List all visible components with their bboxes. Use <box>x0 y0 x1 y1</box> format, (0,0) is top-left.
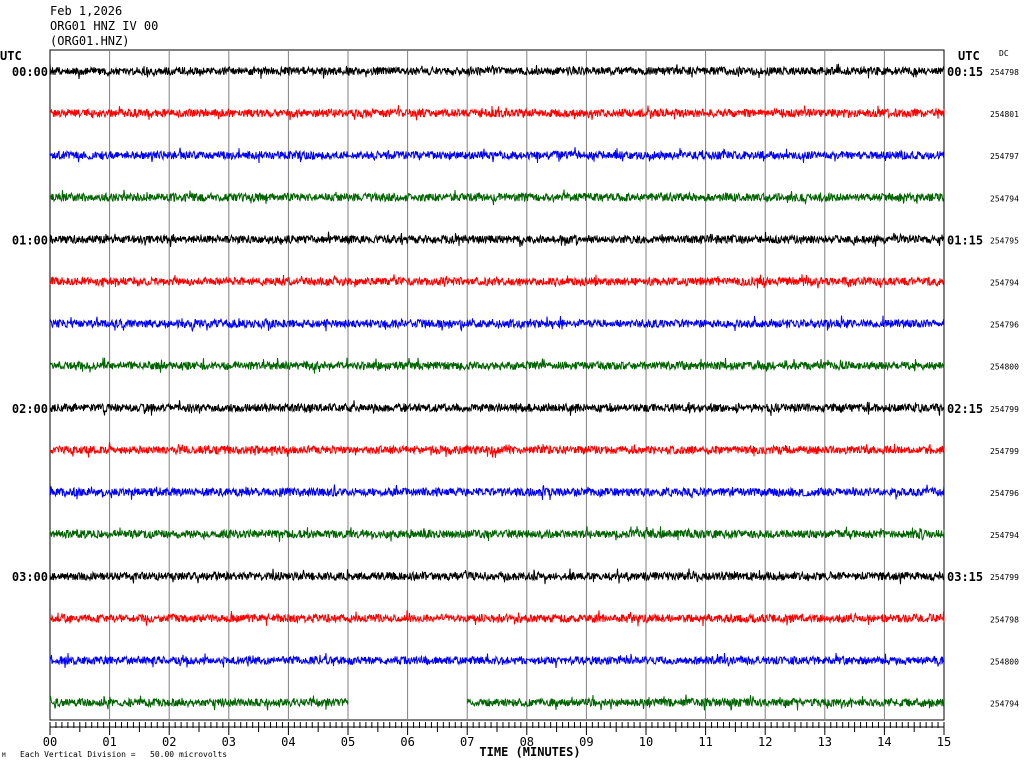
x-tick-label: 08 <box>520 735 534 749</box>
x-axis-label: TIME (MINUTES) <box>479 745 580 759</box>
trace-end-time-label: 01:15 <box>947 233 983 247</box>
trace-line-11 <box>49 526 945 542</box>
trace-line-14 <box>49 652 945 669</box>
channel-title: (ORG01.HNZ) <box>50 34 130 48</box>
x-tick-label: 06 <box>400 735 414 749</box>
plot-date: Feb 1,2026 <box>50 4 123 18</box>
trace-dc-value: 254798 <box>990 615 1019 624</box>
trace-line-15 <box>49 694 945 711</box>
trace-line-12 <box>49 568 945 585</box>
x-tick-label: 11 <box>698 735 712 749</box>
trace-line-9 <box>49 441 945 458</box>
x-tick-label: 05 <box>341 735 355 749</box>
x-tick-label: 12 <box>758 735 772 749</box>
trace-dc-value: 254800 <box>990 657 1019 666</box>
trace-line-4 <box>49 231 945 248</box>
utc-label-right: UTC <box>958 49 980 63</box>
trace-dc-value: 254799 <box>990 447 1019 456</box>
trace-line-0 <box>49 63 945 80</box>
trace-dc-value: 254800 <box>990 363 1019 372</box>
trace-line-1 <box>49 105 945 121</box>
x-tick-label: 13 <box>818 735 832 749</box>
trace-line-13 <box>49 610 945 627</box>
trace-start-time-label: 01:00 <box>12 233 48 247</box>
trace-end-time-label: 02:15 <box>947 402 983 416</box>
trace-end-time-label: 00:15 <box>947 65 983 79</box>
trace-dc-value: 254794 <box>990 700 1019 709</box>
vertical-division-note: Each Vertical Division = 50.00 microvolt… <box>20 750 228 759</box>
trace-dc-value: 254799 <box>990 573 1019 582</box>
x-tick-label: 02 <box>162 735 176 749</box>
trace-dc-value: 254801 <box>990 110 1019 119</box>
x-tick-label: 09 <box>579 735 593 749</box>
trace-dc-value: 254794 <box>990 279 1019 288</box>
x-tick-label: 14 <box>877 735 891 749</box>
trace-line-5 <box>49 274 944 289</box>
trace-dc-value: 254796 <box>990 321 1019 330</box>
x-tick-label: 01 <box>102 735 116 749</box>
x-tick-label: 03 <box>222 735 236 749</box>
trace-dc-value: 254795 <box>990 236 1019 245</box>
trace-dc-value: 254794 <box>990 194 1019 203</box>
trace-line-2 <box>49 147 945 164</box>
x-tick-label: 10 <box>639 735 653 749</box>
trace-start-time-label: 00:00 <box>12 65 48 79</box>
trace-dc-value: 254798 <box>990 68 1019 77</box>
corner-mark: M <box>2 752 6 759</box>
x-tick-label: 00 <box>43 735 57 749</box>
dc-column-label: DC <box>999 49 1009 58</box>
trace-line-6 <box>49 315 945 333</box>
trace-dc-value: 254796 <box>990 489 1019 498</box>
trace-dc-value: 254797 <box>990 152 1019 161</box>
trace-start-time-label: 02:00 <box>12 402 48 416</box>
trace-line-8 <box>49 400 945 416</box>
x-tick-label: 04 <box>281 735 295 749</box>
trace-line-3 <box>49 189 945 206</box>
station-title: ORG01 HNZ IV 00 <box>50 19 159 33</box>
plot-frame <box>49 49 945 721</box>
utc-label-left: UTC <box>0 49 22 63</box>
trace-dc-value: 254794 <box>990 531 1019 540</box>
x-tick-label: 07 <box>460 735 474 749</box>
x-tick-label: 15 <box>937 735 951 749</box>
trace-dc-value: 254799 <box>990 405 1019 414</box>
trace-line-10 <box>49 484 945 501</box>
trace-start-time-label: 03:00 <box>12 570 48 584</box>
trace-end-time-label: 03:15 <box>947 570 983 584</box>
trace-line-7 <box>49 357 945 374</box>
